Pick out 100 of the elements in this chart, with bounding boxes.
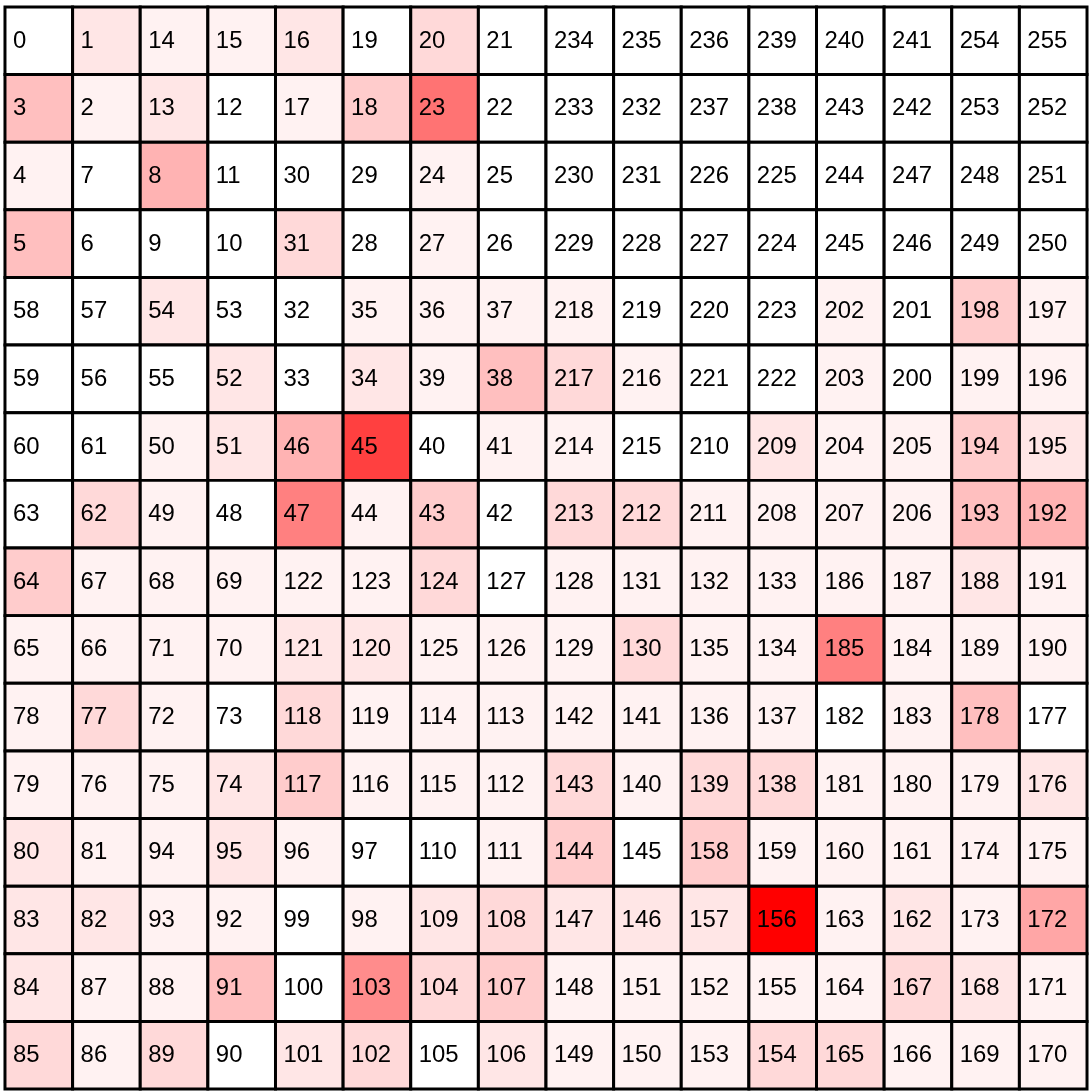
data-label: 201 bbox=[892, 296, 932, 324]
data-label: 72 bbox=[148, 702, 175, 730]
data-label: 3 bbox=[12, 93, 27, 121]
data-label: 221 bbox=[689, 363, 730, 391]
data-label: 157 bbox=[689, 904, 730, 932]
data-label: 247 bbox=[892, 161, 932, 189]
data-label: 234 bbox=[553, 25, 594, 53]
data-label: 24 bbox=[418, 161, 446, 189]
data-label: 13 bbox=[148, 93, 175, 121]
data-label: 48 bbox=[215, 499, 243, 527]
data-label: 120 bbox=[351, 634, 391, 662]
data-label: 56 bbox=[80, 363, 108, 391]
data-label: 51 bbox=[215, 431, 243, 459]
data-label: 176 bbox=[1027, 769, 1068, 797]
data-label: 109 bbox=[418, 904, 459, 932]
data-label: 70 bbox=[215, 634, 243, 662]
data-label: 252 bbox=[1027, 93, 1068, 121]
data-label: 155 bbox=[756, 972, 797, 1000]
data-label: 192 bbox=[1027, 499, 1068, 527]
data-label: 57 bbox=[80, 296, 108, 324]
data-label: 76 bbox=[80, 769, 108, 797]
data-label: 83 bbox=[12, 904, 40, 932]
data-label: 26 bbox=[486, 228, 513, 256]
data-label: 193 bbox=[959, 499, 1000, 527]
data-label: 230 bbox=[553, 161, 594, 189]
data-label: 86 bbox=[80, 1040, 108, 1068]
data-label: 215 bbox=[621, 431, 662, 459]
data-label: 66 bbox=[80, 634, 108, 662]
data-label: 100 bbox=[283, 972, 324, 1000]
data-label: 182 bbox=[824, 702, 865, 730]
data-label: 98 bbox=[351, 904, 378, 932]
data-label: 74 bbox=[215, 769, 243, 797]
data-label: 121 bbox=[283, 634, 324, 662]
data-label: 106 bbox=[486, 1040, 527, 1068]
data-label: 12 bbox=[215, 93, 243, 121]
data-label: 224 bbox=[756, 228, 797, 256]
data-label: 42 bbox=[486, 499, 513, 527]
data-label: 23 bbox=[418, 93, 446, 121]
data-label: 147 bbox=[553, 904, 594, 932]
data-label: 5 bbox=[12, 228, 27, 256]
data-label: 152 bbox=[689, 972, 730, 1000]
data-label: 177 bbox=[1027, 702, 1068, 730]
data-label: 212 bbox=[621, 499, 662, 527]
data-label: 25 bbox=[486, 161, 513, 189]
data-label: 36 bbox=[418, 296, 446, 324]
data-label: 39 bbox=[418, 363, 446, 391]
data-label: 15 bbox=[215, 25, 243, 53]
data-label: 220 bbox=[689, 296, 730, 324]
data-label: 9 bbox=[148, 228, 162, 256]
data-label: 6 bbox=[80, 228, 94, 256]
data-label: 33 bbox=[283, 363, 311, 391]
data-label: 175 bbox=[1027, 837, 1068, 865]
data-label: 89 bbox=[148, 1040, 175, 1068]
data-label: 181 bbox=[824, 769, 865, 797]
data-label: 149 bbox=[553, 1040, 594, 1068]
data-label: 21 bbox=[486, 25, 513, 53]
data-label: 140 bbox=[621, 769, 662, 797]
data-label: 128 bbox=[553, 566, 594, 594]
data-label: 164 bbox=[824, 972, 865, 1000]
data-label: 85 bbox=[12, 1040, 40, 1068]
data-label: 248 bbox=[959, 161, 1000, 189]
data-label: 249 bbox=[959, 228, 1000, 256]
data-label: 223 bbox=[756, 296, 797, 324]
data-label: 213 bbox=[553, 499, 594, 527]
data-label: 199 bbox=[959, 363, 1000, 391]
data-label: 158 bbox=[689, 837, 730, 865]
data-label: 108 bbox=[486, 904, 527, 932]
data-label: 236 bbox=[689, 25, 730, 53]
data-label: 174 bbox=[959, 837, 1000, 865]
data-label: 161 bbox=[892, 837, 932, 865]
data-label: 153 bbox=[689, 1040, 730, 1068]
data-label: 218 bbox=[553, 296, 594, 324]
data-label: 239 bbox=[756, 25, 797, 53]
data-label: 191 bbox=[1027, 566, 1068, 594]
data-label: 16 bbox=[283, 25, 311, 53]
data-label: 14 bbox=[148, 25, 175, 53]
data-label: 187 bbox=[892, 566, 932, 594]
data-label: 90 bbox=[215, 1040, 243, 1068]
data-label: 52 bbox=[215, 363, 243, 391]
data-label: 148 bbox=[553, 972, 594, 1000]
data-label: 11 bbox=[215, 161, 241, 189]
data-label: 141 bbox=[621, 702, 662, 730]
data-label: 229 bbox=[553, 228, 594, 256]
data-label: 31 bbox=[283, 228, 311, 256]
data-label: 186 bbox=[824, 566, 865, 594]
data-label: 43 bbox=[418, 499, 446, 527]
data-label: 238 bbox=[756, 93, 797, 121]
data-label: 79 bbox=[12, 769, 40, 797]
data-label: 97 bbox=[351, 837, 378, 865]
data-label: 132 bbox=[689, 566, 730, 594]
data-label: 165 bbox=[824, 1040, 865, 1068]
data-label: 30 bbox=[283, 161, 311, 189]
data-label: 68 bbox=[148, 566, 175, 594]
data-label: 71 bbox=[148, 634, 175, 662]
data-label: 28 bbox=[351, 228, 378, 256]
data-label: 18 bbox=[351, 93, 378, 121]
data-label: 88 bbox=[148, 972, 175, 1000]
data-label: 111 bbox=[486, 837, 523, 865]
data-label: 200 bbox=[892, 363, 932, 391]
data-label: 82 bbox=[80, 904, 108, 932]
